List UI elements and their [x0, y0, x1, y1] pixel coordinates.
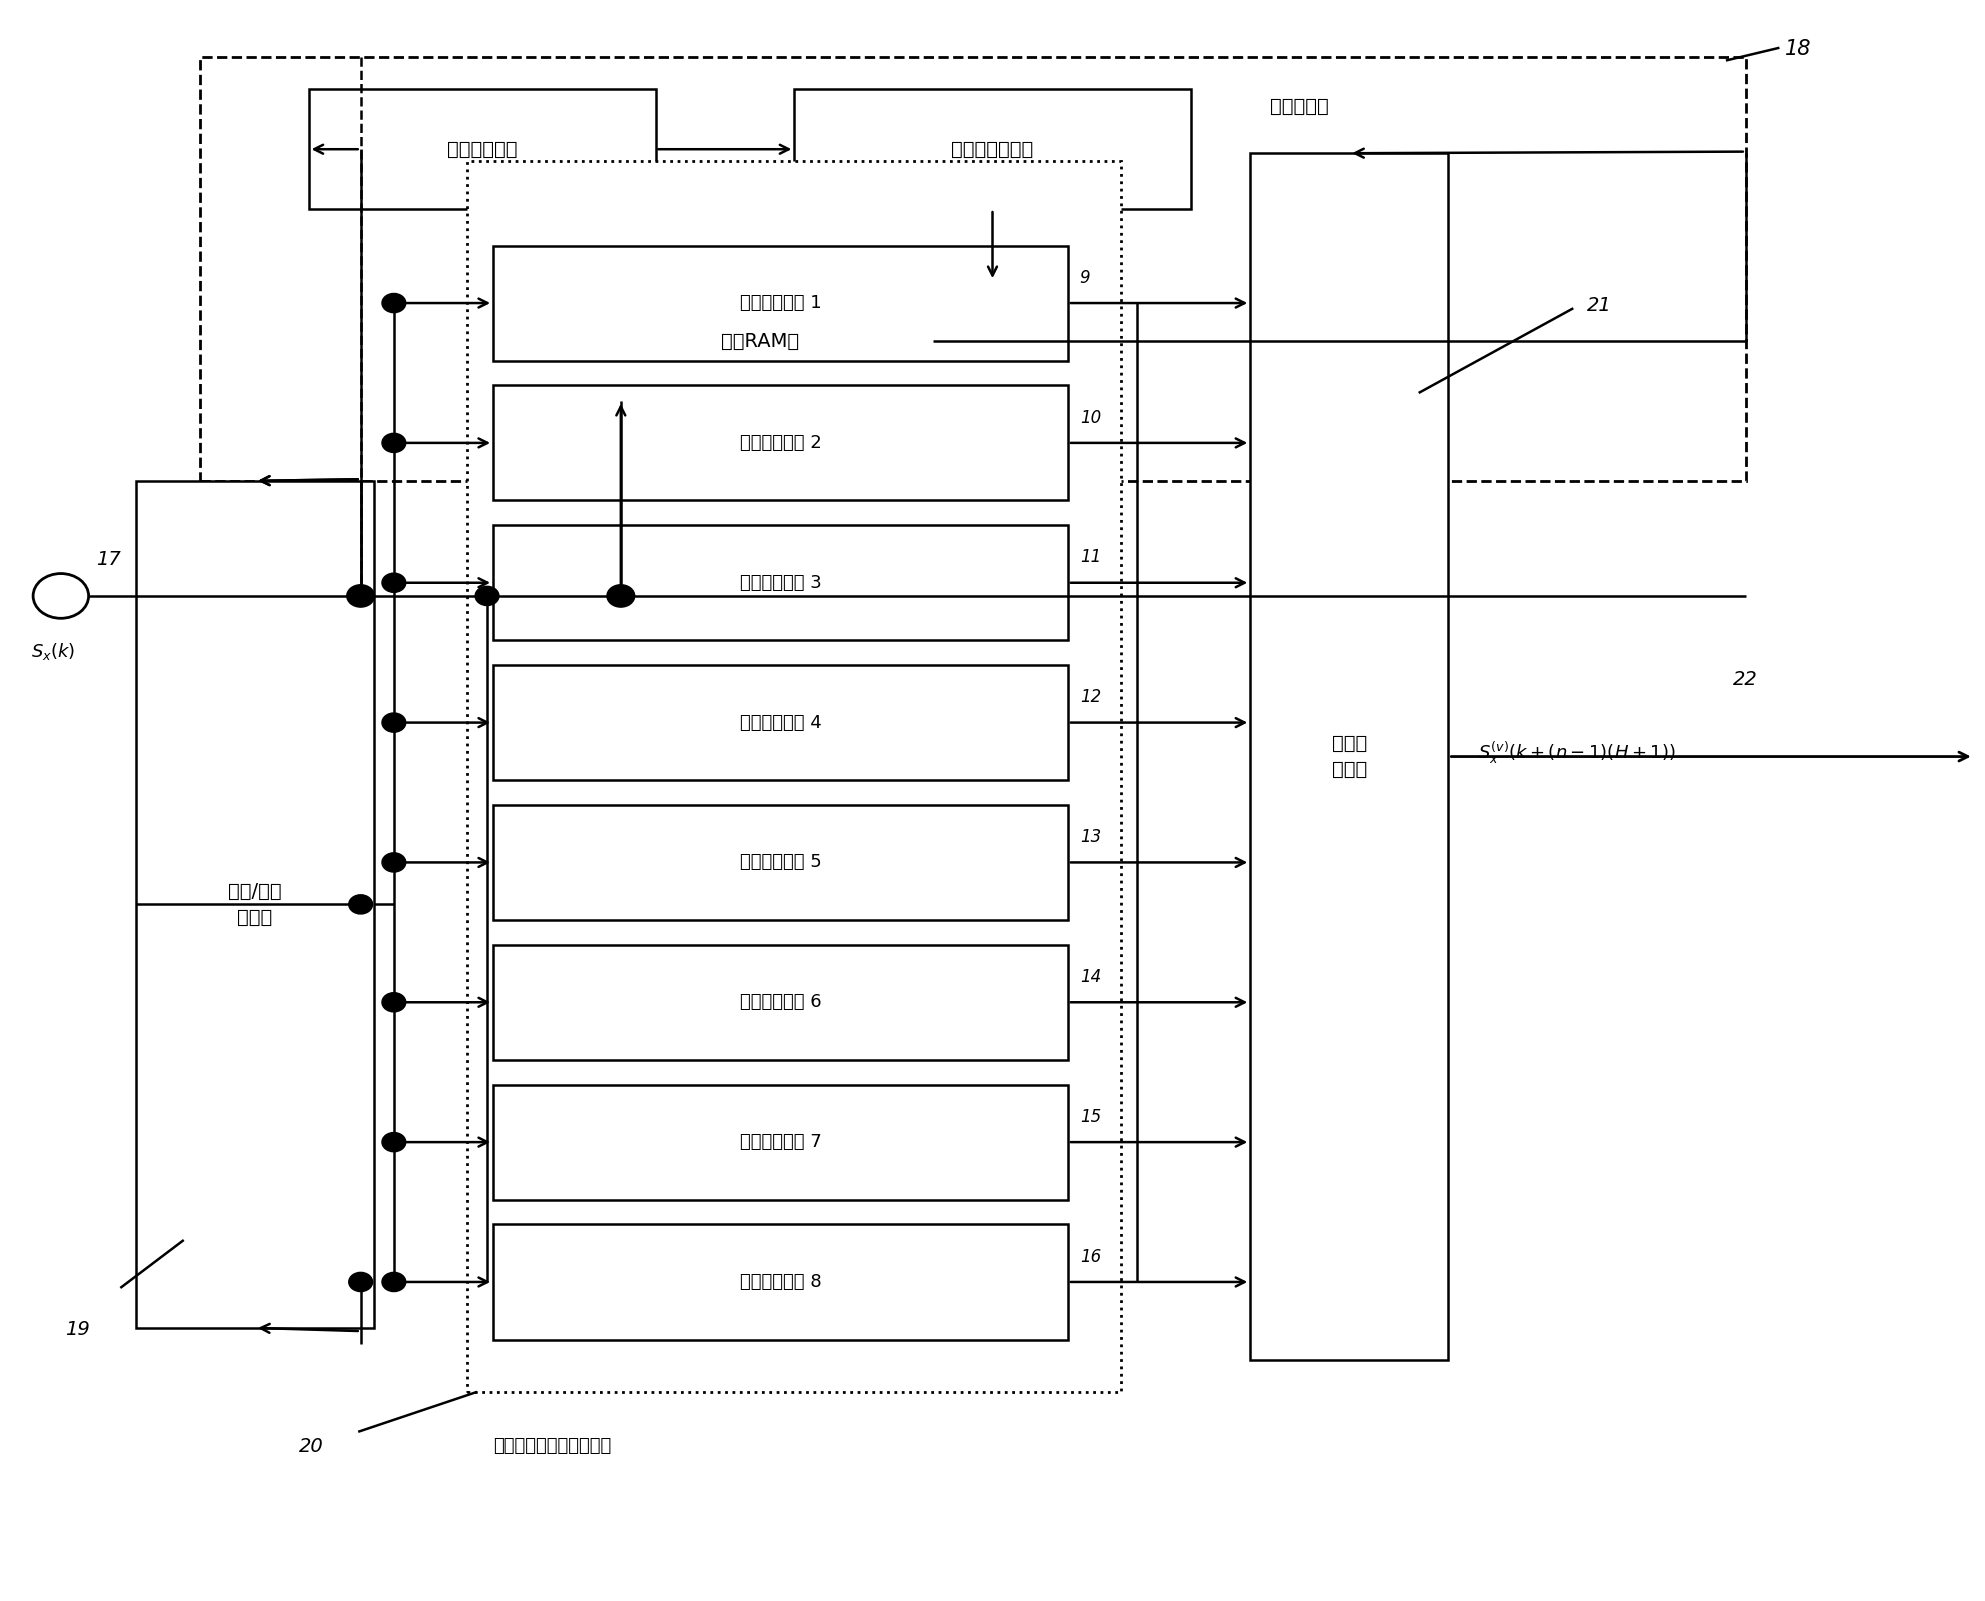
FancyBboxPatch shape	[492, 245, 1068, 360]
Text: 16: 16	[1080, 1247, 1102, 1266]
Text: 17: 17	[97, 549, 121, 568]
Circle shape	[349, 1273, 373, 1292]
FancyBboxPatch shape	[200, 58, 1745, 480]
Text: 分数阶微分掩模卷积电路: 分数阶微分掩模卷积电路	[492, 1438, 611, 1455]
Text: 最大值
比较器: 最大值 比较器	[1332, 733, 1368, 780]
FancyBboxPatch shape	[137, 480, 373, 1327]
Circle shape	[349, 895, 373, 914]
Text: 20: 20	[298, 1436, 324, 1455]
FancyBboxPatch shape	[492, 525, 1068, 640]
Circle shape	[381, 853, 405, 873]
Circle shape	[381, 573, 405, 592]
Text: $S_x^{(v)}(k+(n-1)(H+1))$: $S_x^{(v)}(k+(n-1)(H+1))$	[1479, 740, 1675, 765]
Text: 21: 21	[1588, 296, 1612, 314]
Circle shape	[381, 712, 405, 732]
Text: 算法单元电路 4: 算法单元电路 4	[740, 714, 822, 732]
Circle shape	[347, 584, 375, 607]
Circle shape	[474, 586, 498, 605]
Text: 13: 13	[1080, 828, 1102, 845]
Text: 算法单元电路 3: 算法单元电路 3	[740, 573, 822, 592]
Text: 时序控制电路: 时序控制电路	[447, 139, 518, 158]
Text: 算法单元电路 5: 算法单元电路 5	[740, 853, 822, 871]
Text: 12: 12	[1080, 688, 1102, 706]
Circle shape	[381, 1273, 405, 1292]
Circle shape	[607, 584, 635, 607]
Text: 10: 10	[1080, 408, 1102, 426]
FancyBboxPatch shape	[466, 162, 1122, 1391]
Text: 14: 14	[1080, 969, 1102, 986]
FancyBboxPatch shape	[586, 282, 933, 400]
Text: 读写地址发生器: 读写地址发生器	[951, 139, 1034, 158]
FancyBboxPatch shape	[492, 1225, 1068, 1340]
Text: 9: 9	[1080, 269, 1090, 287]
Circle shape	[381, 293, 405, 312]
Text: 行存储器组: 行存储器组	[1270, 98, 1328, 117]
Text: 算法单元电路 7: 算法单元电路 7	[740, 1134, 822, 1151]
Text: 算法单元电路 8: 算法单元电路 8	[740, 1273, 822, 1290]
Text: 19: 19	[66, 1319, 89, 1338]
Circle shape	[381, 434, 405, 453]
FancyBboxPatch shape	[492, 945, 1068, 1060]
FancyBboxPatch shape	[492, 386, 1068, 501]
Text: 15: 15	[1080, 1108, 1102, 1126]
Text: 算法单元电路 1: 算法单元电路 1	[740, 295, 822, 312]
FancyBboxPatch shape	[794, 90, 1191, 210]
Text: 22: 22	[1733, 669, 1759, 688]
Text: 算法单元电路 6: 算法单元电路 6	[740, 993, 822, 1012]
Text: 18: 18	[1785, 40, 1812, 59]
FancyBboxPatch shape	[308, 90, 655, 210]
Text: 锁存/移位
电路组: 锁存/移位 电路组	[228, 882, 282, 927]
Circle shape	[381, 993, 405, 1012]
Circle shape	[381, 1132, 405, 1151]
Text: $S_x(k)$: $S_x(k)$	[32, 640, 75, 661]
Text: 算法单元电路 2: 算法单元电路 2	[740, 434, 822, 451]
Text: 11: 11	[1080, 549, 1102, 567]
Text: 双口RAM组: 双口RAM组	[721, 331, 798, 351]
FancyBboxPatch shape	[492, 664, 1068, 780]
FancyBboxPatch shape	[1251, 154, 1449, 1359]
FancyBboxPatch shape	[492, 1084, 1068, 1199]
FancyBboxPatch shape	[492, 805, 1068, 921]
